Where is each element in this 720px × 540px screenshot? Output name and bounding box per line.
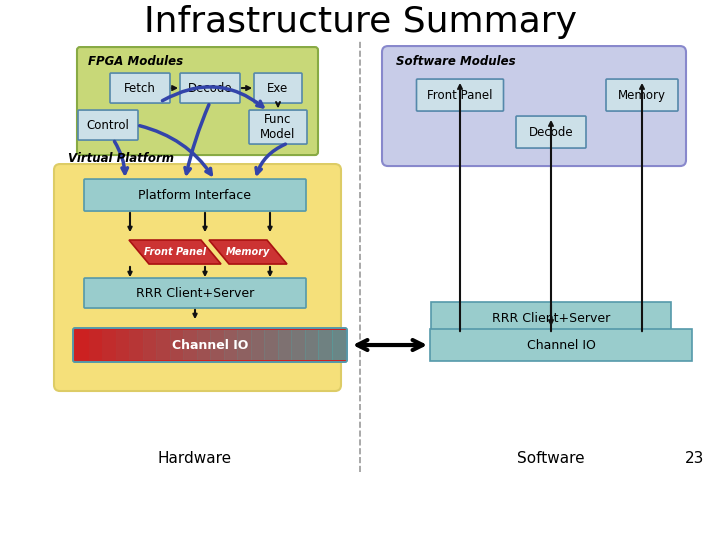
Bar	[156, 330, 171, 360]
FancyBboxPatch shape	[254, 73, 302, 103]
Bar	[430, 329, 692, 361]
FancyBboxPatch shape	[516, 116, 586, 148]
Bar	[431, 302, 671, 334]
Text: Decode: Decode	[528, 125, 573, 139]
Text: Front Panel: Front Panel	[144, 247, 206, 257]
FancyBboxPatch shape	[84, 179, 306, 211]
FancyBboxPatch shape	[416, 79, 503, 111]
Text: Memory: Memory	[618, 89, 666, 102]
Bar	[169, 330, 184, 360]
Text: RRR Client+Server: RRR Client+Server	[492, 312, 610, 325]
FancyBboxPatch shape	[77, 47, 318, 155]
Text: Software Modules: Software Modules	[396, 55, 516, 68]
Text: Memory: Memory	[226, 247, 270, 257]
Text: Fetch: Fetch	[124, 82, 156, 94]
Bar	[318, 330, 333, 360]
Bar	[129, 330, 143, 360]
Text: Channel IO: Channel IO	[172, 339, 248, 352]
Bar	[251, 330, 265, 360]
Polygon shape	[129, 240, 221, 264]
Bar	[115, 330, 130, 360]
Bar	[197, 330, 211, 360]
Text: Software: Software	[517, 450, 585, 465]
Text: FPGA Modules: FPGA Modules	[88, 55, 183, 68]
Bar	[331, 330, 346, 360]
Text: 23: 23	[685, 450, 705, 465]
Bar	[305, 330, 319, 360]
Bar	[264, 330, 279, 360]
Bar	[75, 330, 89, 360]
Bar	[223, 330, 238, 360]
FancyBboxPatch shape	[84, 278, 306, 308]
Text: Decode: Decode	[188, 82, 233, 94]
FancyBboxPatch shape	[110, 73, 170, 103]
Bar	[210, 330, 225, 360]
Text: Hardware: Hardware	[158, 450, 232, 465]
Text: Platform Interface: Platform Interface	[138, 188, 251, 201]
FancyBboxPatch shape	[382, 46, 686, 166]
FancyBboxPatch shape	[249, 110, 307, 144]
FancyBboxPatch shape	[78, 110, 138, 140]
Text: Control: Control	[86, 119, 130, 132]
Bar	[143, 330, 157, 360]
Text: RRR Client+Server: RRR Client+Server	[136, 287, 254, 300]
Text: Func
Model: Func Model	[261, 113, 296, 141]
Bar	[89, 330, 103, 360]
Text: Exe: Exe	[267, 82, 289, 94]
Bar	[183, 330, 197, 360]
Text: Virtual Platform: Virtual Platform	[68, 152, 174, 165]
Bar	[102, 330, 117, 360]
Text: Channel IO: Channel IO	[526, 339, 595, 352]
FancyBboxPatch shape	[73, 328, 347, 362]
FancyBboxPatch shape	[180, 73, 240, 103]
FancyBboxPatch shape	[606, 79, 678, 111]
Bar	[277, 330, 292, 360]
FancyBboxPatch shape	[54, 164, 341, 391]
Text: Front Panel: Front Panel	[427, 89, 492, 102]
Bar	[291, 330, 305, 360]
Text: Infrastructure Summary: Infrastructure Summary	[143, 5, 577, 39]
Polygon shape	[209, 240, 287, 264]
Bar	[237, 330, 251, 360]
